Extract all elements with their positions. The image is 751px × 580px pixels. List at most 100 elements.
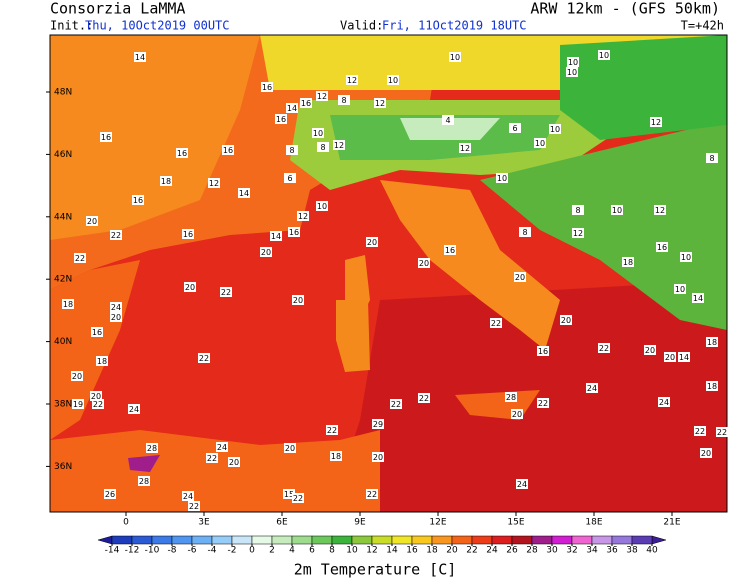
temp-box xyxy=(366,489,378,499)
temp-box xyxy=(283,489,295,499)
lead: T=+42h xyxy=(681,19,724,33)
colorbar-label: 14 xyxy=(386,546,398,556)
temp-label: 28 xyxy=(139,477,149,486)
temp-box xyxy=(516,479,528,489)
temp-box xyxy=(220,287,232,297)
temp-label: 29 xyxy=(373,420,383,429)
temp-box xyxy=(418,258,430,268)
temp-box xyxy=(238,188,250,198)
colorbar-cell xyxy=(111,535,133,545)
temp-box xyxy=(91,327,103,337)
temp-label: 8 xyxy=(289,146,294,155)
temp-box xyxy=(534,138,546,148)
temp-label: 10 xyxy=(612,206,622,215)
temp-label: 8 xyxy=(341,96,346,105)
temp-label: 22 xyxy=(189,502,199,511)
temp-box xyxy=(275,114,287,124)
temp-box xyxy=(286,103,298,113)
temp-label: 22 xyxy=(491,319,501,328)
temp-label: 22 xyxy=(75,254,85,263)
temp-box xyxy=(146,443,158,453)
y-tick-label: 48N xyxy=(54,88,72,98)
colorbar-label: 30 xyxy=(546,546,558,556)
colorbar-label: -10 xyxy=(145,546,160,556)
colorbar-cell xyxy=(611,535,633,545)
temp-box xyxy=(549,124,561,134)
temp-label: 28 xyxy=(506,393,516,402)
temp-box xyxy=(132,195,144,205)
temp-box xyxy=(292,493,304,503)
temp-box xyxy=(222,145,234,155)
temp-label: 15 xyxy=(284,490,294,499)
temp-box xyxy=(138,476,150,486)
y-tick-label: 38N xyxy=(54,400,72,410)
temp-box xyxy=(74,253,86,263)
temp-label: 14 xyxy=(271,232,281,241)
temp-label: 16 xyxy=(223,146,233,155)
colorbar-label: 18 xyxy=(426,546,438,556)
colorbar-cell xyxy=(571,535,593,545)
temp-label: 18 xyxy=(331,452,341,461)
temp-label: 10 xyxy=(388,76,398,85)
temp-label: 24 xyxy=(587,384,597,393)
x-tick-label: 21E xyxy=(663,518,680,528)
temp-label: 22 xyxy=(221,288,231,297)
temp-box xyxy=(519,227,531,237)
temp-box xyxy=(509,123,521,133)
temp-box xyxy=(71,371,83,381)
temp-label: 18 xyxy=(161,177,171,186)
colorbar-label: 4 xyxy=(289,546,295,556)
colorbar-label: 0 xyxy=(249,546,255,556)
temp-label: 20 xyxy=(512,410,522,419)
temp-box xyxy=(86,216,98,226)
temp-label: 10 xyxy=(599,51,609,60)
temp-box xyxy=(182,229,194,239)
temp-label: 22 xyxy=(327,426,337,435)
temp-label: 16 xyxy=(289,228,299,237)
temp-box xyxy=(387,75,399,85)
temp-box xyxy=(110,312,122,322)
temp-label: 22 xyxy=(199,354,209,363)
colorbar-cell xyxy=(371,535,393,545)
temp-box xyxy=(284,443,296,453)
colorbar-cell xyxy=(211,535,233,545)
colorbar-cell xyxy=(271,535,293,545)
temp-label: 8 xyxy=(320,143,325,152)
temp-label: 20 xyxy=(229,458,239,467)
temp-label: 16 xyxy=(92,328,102,337)
y-tick-label: 46N xyxy=(54,150,72,160)
temp-box xyxy=(208,178,220,188)
temp-box xyxy=(326,425,338,435)
temp-label: 20 xyxy=(665,353,675,362)
colorbar-label: 12 xyxy=(366,546,377,556)
temp-label: 20 xyxy=(645,346,655,355)
temp-label: 22 xyxy=(111,231,121,240)
temp-label: 22 xyxy=(695,427,705,436)
temp-label: 22 xyxy=(538,399,548,408)
temp-label: 18 xyxy=(623,258,633,267)
temp-label: 10 xyxy=(497,174,507,183)
temp-label: 16 xyxy=(262,83,272,92)
temp-label: 20 xyxy=(285,444,295,453)
temp-box xyxy=(316,201,328,211)
colorbar-cell xyxy=(591,535,613,545)
temp-label: 14 xyxy=(239,189,249,198)
temp-box xyxy=(198,353,210,363)
temp-box xyxy=(366,237,378,247)
colorbar-cell xyxy=(331,535,353,545)
init: Thu, 10Oct2019 00UTC xyxy=(85,19,230,33)
colorbar-label: 24 xyxy=(486,546,498,556)
temp-label: 10 xyxy=(535,139,545,148)
temp-label: 8 xyxy=(575,206,580,215)
temp-label: 12 xyxy=(655,206,665,215)
y-tick-label: 36N xyxy=(54,462,72,472)
colorbar-label: -6 xyxy=(188,546,197,556)
colorbar-cell xyxy=(511,535,533,545)
temp-box xyxy=(128,404,140,414)
temp-box xyxy=(706,381,718,391)
temp-box xyxy=(110,302,122,312)
map xyxy=(50,35,727,512)
temp-label: 10 xyxy=(681,253,691,262)
temp-box xyxy=(706,153,718,163)
title: Consorzia LaMMA xyxy=(50,0,185,18)
